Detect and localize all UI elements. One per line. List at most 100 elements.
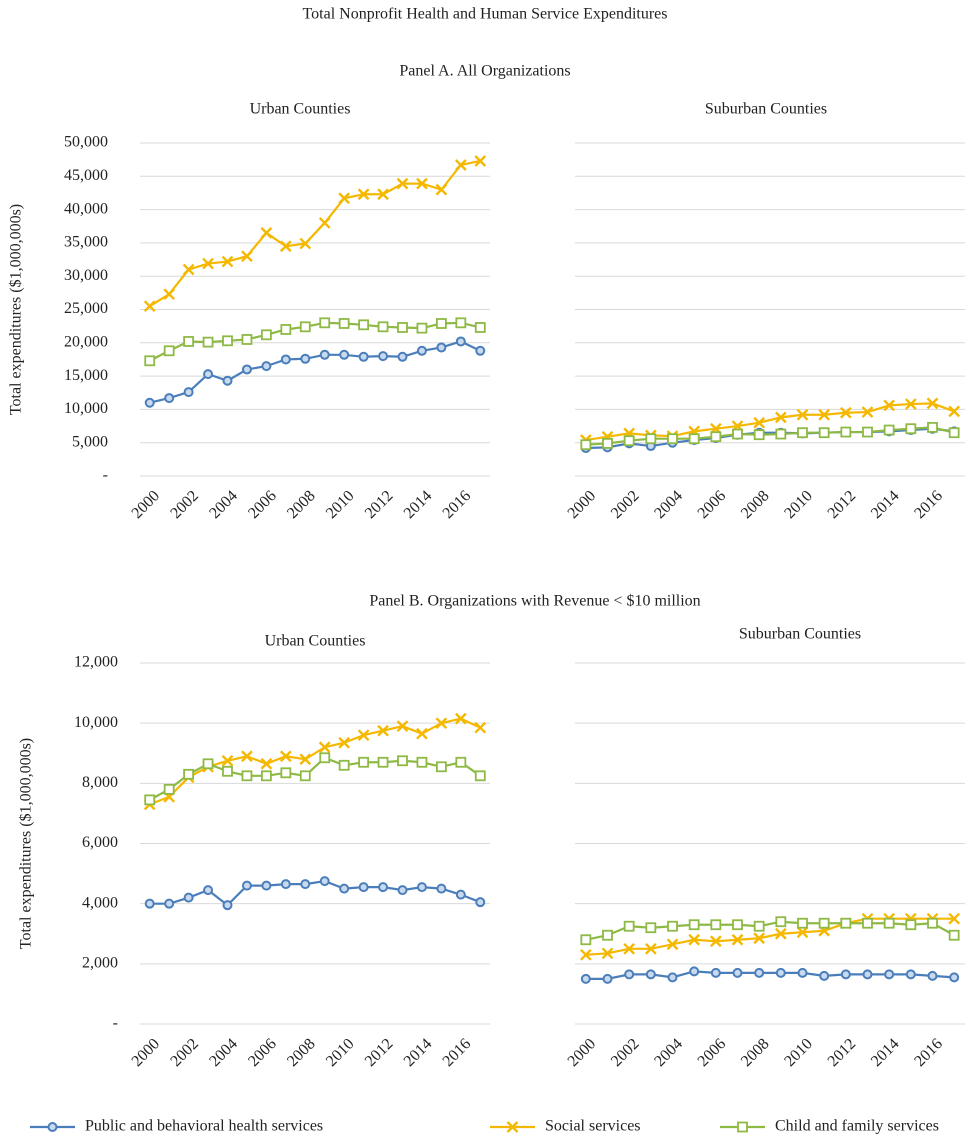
point [358, 319, 370, 331]
point [797, 427, 808, 439]
point [797, 967, 808, 978]
point [222, 765, 233, 777]
point [455, 336, 466, 347]
point [260, 770, 272, 782]
point [397, 351, 408, 362]
point [280, 879, 291, 890]
series-line [149, 340, 481, 404]
series-line [149, 756, 481, 801]
point [358, 756, 370, 768]
legend-marker [47, 1122, 58, 1132]
point [435, 717, 448, 730]
point [299, 753, 312, 766]
point [840, 969, 851, 980]
y-tick-label: 8,000 [82, 774, 118, 791]
point [862, 426, 873, 438]
point [623, 435, 635, 447]
point [144, 898, 155, 909]
point [163, 783, 175, 795]
point [280, 324, 292, 335]
point [455, 317, 467, 329]
legend: Public and behavioral health services Soc… [30, 1118, 939, 1135]
y-tick-label: 50,000 [64, 134, 108, 151]
x-tick-label: 2002 [167, 487, 202, 522]
point [475, 345, 486, 356]
point [338, 759, 350, 771]
point [416, 727, 428, 740]
x-tick-label: 2008 [284, 1035, 319, 1070]
x-tick-label: 2006 [245, 487, 280, 522]
point [862, 969, 873, 980]
x-tick-label: 2014 [401, 487, 436, 522]
point [299, 321, 311, 333]
point [222, 900, 233, 911]
point [948, 427, 960, 439]
point [454, 159, 467, 171]
point [299, 770, 311, 782]
point [754, 967, 765, 978]
point [710, 919, 722, 931]
point [221, 255, 234, 268]
point [840, 426, 852, 438]
x-tick-label: 2012 [362, 487, 397, 522]
point [202, 758, 214, 770]
point [580, 934, 592, 946]
point [774, 927, 787, 940]
point [183, 387, 194, 398]
point [435, 183, 448, 196]
y-tick-label: - [113, 1015, 118, 1032]
point [339, 349, 350, 360]
point [905, 423, 917, 435]
point [183, 768, 195, 780]
point [883, 399, 896, 412]
point [378, 882, 389, 893]
point [144, 794, 156, 806]
point [454, 712, 467, 725]
point [688, 933, 701, 946]
point [319, 349, 330, 360]
x-tick-label: 2016 [440, 487, 475, 522]
x-tick-label: 2002 [608, 1035, 643, 1070]
point [318, 217, 331, 229]
x-tick-label: 2010 [323, 1035, 358, 1070]
point [645, 969, 656, 980]
x-tick-label: 2012 [362, 1035, 397, 1070]
point [904, 398, 917, 410]
point [818, 427, 830, 439]
point [775, 967, 786, 978]
point [710, 431, 722, 443]
point [143, 300, 156, 313]
point [221, 754, 234, 767]
subplot-title: Urban Counties [250, 101, 351, 118]
point [667, 433, 678, 445]
point [819, 970, 830, 981]
subplot-title: Suburban Counties [705, 101, 827, 118]
point [358, 351, 369, 362]
legend-label: Social services [545, 1118, 641, 1135]
point [689, 966, 700, 977]
point [261, 361, 272, 372]
series-line [149, 879, 481, 907]
point [280, 354, 291, 365]
x-tick-label: 2014 [401, 1035, 436, 1070]
point [163, 345, 175, 357]
subplot: Urban Counties - 5,000 10,000 15,000 20,000 25… [8, 101, 490, 522]
point [299, 237, 312, 250]
point [861, 406, 874, 418]
point [475, 897, 486, 908]
point [709, 935, 722, 948]
series-line [585, 426, 955, 446]
point [688, 433, 700, 445]
point [377, 756, 389, 768]
point [926, 397, 939, 410]
point [280, 767, 292, 779]
point [602, 973, 613, 984]
point [774, 411, 787, 424]
legend-label: Child and family services [775, 1118, 939, 1135]
point [144, 397, 155, 408]
point [183, 336, 195, 347]
legend-marker [506, 1121, 519, 1133]
point [164, 898, 175, 909]
point [163, 288, 176, 301]
point [601, 947, 614, 960]
